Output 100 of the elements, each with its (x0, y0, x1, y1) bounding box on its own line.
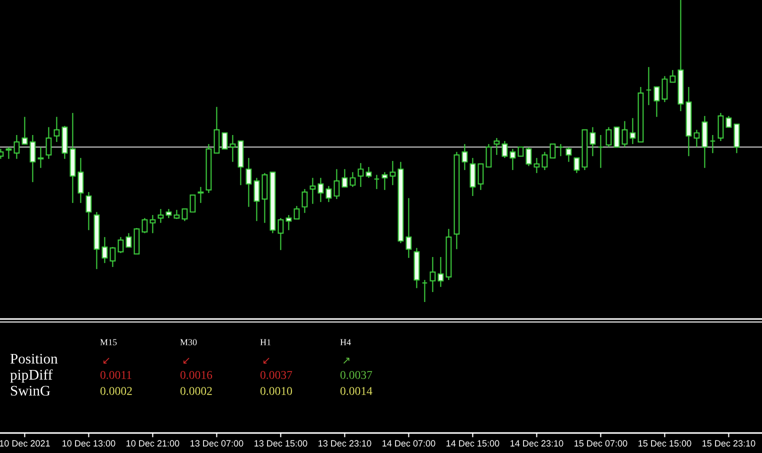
text: ↙ (263, 358, 270, 364)
candlestick (118, 236, 124, 254)
category-label: pipDiff (10, 369, 53, 383)
candlestick (38, 146, 44, 168)
candlestick (342, 168, 348, 188)
candlestick (198, 186, 204, 204)
candlestick (46, 126, 52, 160)
candlestick (334, 168, 340, 200)
candlestick (142, 217, 148, 234)
text: ↙ (183, 358, 190, 364)
category-label: H4 (340, 339, 351, 346)
candlestick (310, 177, 316, 204)
category-label: Position (10, 354, 58, 364)
candlestick (670, 70, 676, 83)
candlestick (422, 279, 428, 303)
candlestick (158, 208, 164, 224)
candlestick (534, 157, 540, 174)
candlestick (510, 148, 516, 171)
category-label: H1 (260, 339, 270, 346)
candlestick (710, 134, 716, 154)
category-label: M30 (180, 339, 197, 346)
candlestick (326, 185, 332, 203)
candlestick (358, 162, 364, 188)
candlestick (566, 146, 572, 162)
candlestick (182, 208, 188, 222)
text: ↗ (343, 358, 350, 364)
candlestick (390, 160, 396, 186)
category-label: M15 (100, 339, 117, 346)
candlestick (22, 116, 28, 145)
text: 0.0016 (180, 370, 212, 380)
text: 0.0037 (340, 370, 372, 380)
text: 0.0002 (180, 386, 212, 396)
x-tick-label: 14 Dec 07:00 (382, 440, 436, 447)
candlestick (734, 124, 740, 154)
candlestick (54, 116, 60, 142)
candlestick (102, 236, 108, 264)
candlestick (470, 157, 476, 197)
candlestick (30, 134, 36, 183)
candlestick (726, 115, 732, 128)
x-tick-label: 10 Dec 2021 (0, 440, 50, 447)
candlestick (350, 172, 356, 188)
candlestick (542, 151, 548, 171)
candlestick (78, 157, 84, 204)
candlestick (694, 129, 700, 148)
candlestick (654, 86, 660, 118)
candlestick (246, 157, 252, 208)
x-tick-label: 15 Dec 07:00 (574, 440, 628, 447)
text: 0.0002 (100, 386, 132, 396)
candlestick (110, 246, 116, 268)
x-tick-label: 13 Dec 23:10 (318, 440, 372, 447)
candlestick (366, 166, 372, 178)
candlestick (502, 140, 508, 158)
candlestick (550, 144, 556, 158)
candlestick (6, 146, 12, 160)
candlestick (486, 144, 492, 168)
candlestick (126, 232, 132, 248)
candlestick (494, 137, 500, 156)
candlestick (518, 146, 524, 157)
candlestick (214, 106, 220, 154)
candlestick (598, 134, 604, 168)
candlestick (222, 132, 228, 150)
text: 0.0037 (260, 370, 292, 380)
candlestick (190, 194, 196, 213)
candlestick (254, 177, 260, 222)
candlestick (302, 188, 308, 214)
candlestick (558, 144, 564, 157)
text: 0.0014 (340, 386, 372, 396)
text: 0.0010 (260, 386, 292, 396)
text: ↙ (103, 358, 110, 364)
x-tick-label: 13 Dec 15:00 (254, 440, 308, 447)
x-tick-label: 10 Dec 13:00 (62, 440, 116, 447)
candlestick (382, 172, 388, 191)
candlestick (718, 112, 724, 142)
candlestick (662, 76, 668, 103)
x-tick-label: 14 Dec 15:00 (446, 440, 500, 447)
candlestick (574, 157, 580, 174)
candlestick (86, 192, 92, 231)
candlestick (406, 198, 412, 258)
category-label: SwinG (10, 386, 50, 396)
candlestick (294, 205, 300, 220)
candlestick (438, 256, 444, 288)
candlestick (622, 120, 628, 148)
candlestick (150, 214, 156, 234)
candlestick (318, 177, 324, 203)
candlestick (374, 174, 380, 190)
candlestick (14, 134, 20, 160)
candlestick (430, 256, 436, 293)
candlestick (230, 134, 236, 162)
candlestick (646, 66, 652, 106)
candlestick (630, 118, 636, 145)
x-tick-label: 10 Dec 21:00 (126, 440, 180, 447)
candlestick (606, 126, 612, 148)
x-tick-label: 15 Dec 15:00 (638, 440, 692, 447)
candlestick (614, 126, 620, 148)
candlestick (462, 144, 468, 171)
x-tick-label: 14 Dec 23:10 (510, 440, 564, 447)
candlestick (526, 146, 532, 167)
candlestick (478, 163, 484, 191)
candlestick (166, 208, 172, 219)
candlestick (174, 209, 180, 220)
